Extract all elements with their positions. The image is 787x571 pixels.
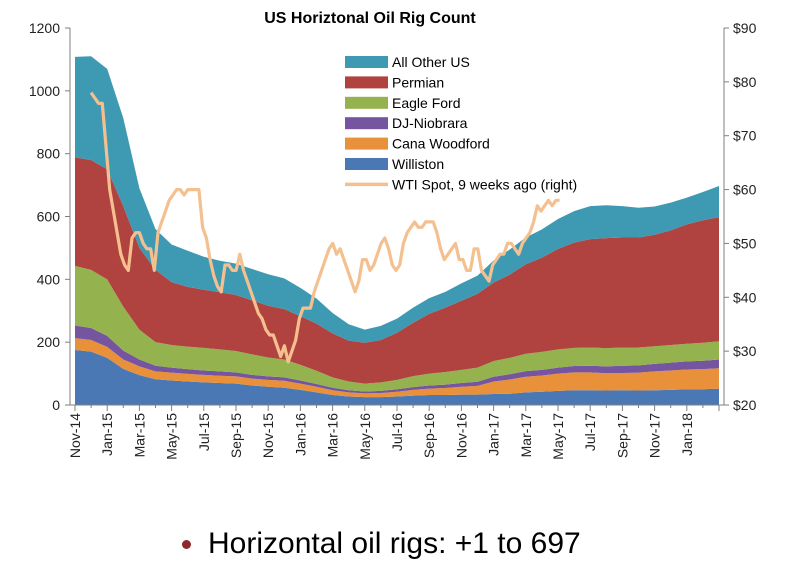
left-tick-label: 800 [37,146,61,162]
caption-text: Horizontal oil rigs: +1 to 697 [208,527,581,560]
right-tick-label: $70 [733,128,757,144]
right-tick-label: $40 [733,289,757,305]
area-dj-niobrara [75,325,719,394]
right-tick-label: $90 [733,20,757,36]
left-tick-label: 1000 [29,83,60,99]
left-tick-label: 1200 [29,20,60,36]
legend-swatch-eagle-ford [345,96,388,109]
x-tick-label: May-15 [164,413,180,460]
x-tick-label: Nov-17 [647,413,663,458]
x-tick-label: Jan-15 [99,413,115,456]
x-tick-label: Mar-16 [325,413,341,458]
legend-swatch-dj-niobrara [345,117,388,130]
legend-label-eagle-ford: Eagle Ford [392,95,460,111]
legend-label-cana-woodford: Cana Woodford [392,136,490,152]
x-tick-label: Jul-17 [582,413,598,451]
x-tick-label: Mar-17 [518,413,534,458]
rig-count-chart: US Horiztonal Oil Rig Count 0 200 400 600 80… [29,10,757,460]
legend-label-wti-spot-9-weeks-ago-right-: WTI Spot, 9 weeks ago (right) [392,176,577,192]
x-tick-label: Jul-16 [389,413,405,451]
area-eagle-ford [75,265,719,392]
left-tick-label: 200 [37,334,61,350]
right-tick-label: $80 [733,74,757,90]
x-tick-label: Jul-15 [196,413,212,451]
x-tick-label: May-17 [550,413,566,460]
x-tick-label: Nov-14 [67,413,83,458]
legend-swatch-all-other-us [345,56,388,68]
left-tick-label: 0 [52,397,60,413]
legend-label-permian: Permian [392,74,444,90]
right-tick-label: $60 [733,182,757,198]
right-tick-label: $20 [733,397,757,413]
area-williston [75,350,719,405]
x-tick-label: May-16 [357,413,373,460]
legend-swatch-permian [345,76,388,89]
x-tick-label: Nov-15 [260,413,276,458]
legend-swatch-williston [345,158,388,170]
area-permian [75,157,719,384]
wti-line [89,91,560,364]
x-tick-label: Nov-16 [453,413,469,458]
left-tick-label: 400 [37,271,61,287]
legend-label-all-other-us: All Other US [392,54,470,70]
chart-title: US Horiztonal Oil Rig Count [264,10,476,27]
right-tick-label: $50 [733,235,757,251]
wti-line-group [89,91,560,364]
x-tick-label: Jan-18 [679,413,695,456]
legend-swatch-cana-woodford [345,137,388,150]
x-tick-label: Sep-17 [614,413,630,458]
x-tick-label: Jan-17 [486,413,502,456]
axes: 0 200 400 600 800 1000 1200 $20 $30 $40 $50 $60 $70 $… [29,20,757,460]
left-tick-label: 600 [37,209,61,225]
legend-label-dj-niobrara: DJ-Niobrara [392,115,468,131]
caption: Horizontal oil rigs: +1 to 697 [182,524,581,564]
x-tick-label: Jan-16 [292,413,308,456]
x-tick-label: Sep-15 [228,413,244,458]
legend: All Other US Permian Eagle Ford DJ-Niobrara… [345,54,577,192]
x-tick-label: Mar-15 [131,413,147,458]
caption-bullet [182,539,191,549]
right-tick-label: $30 [733,343,757,359]
x-tick-label: Sep-16 [421,413,437,458]
area-cana-woodford [75,338,719,398]
legend-label-williston: Williston [392,156,444,172]
